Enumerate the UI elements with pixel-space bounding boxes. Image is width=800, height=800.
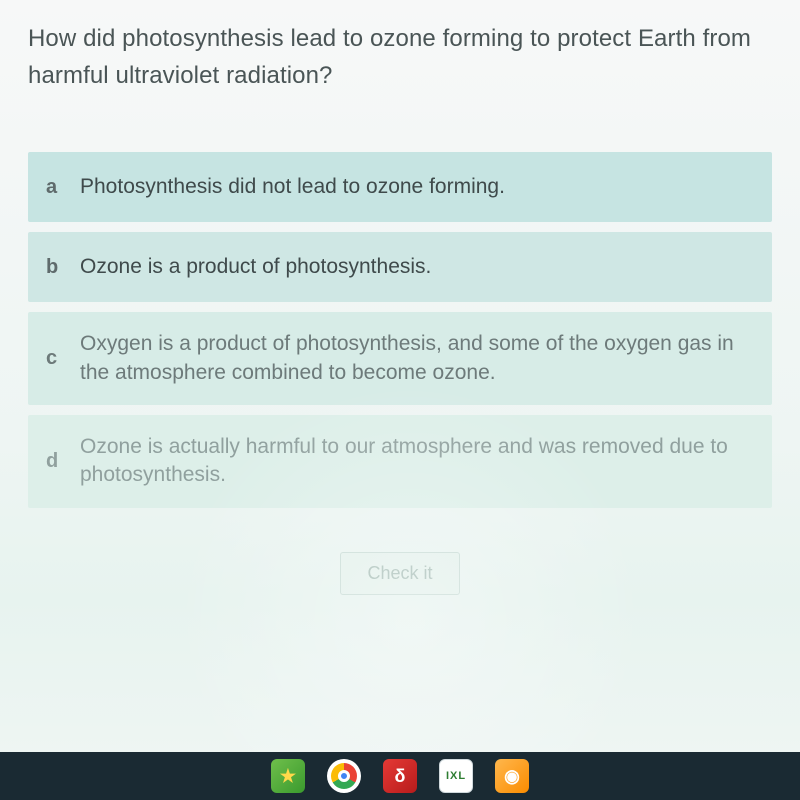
- option-letter: d: [46, 450, 80, 473]
- taskbar-deltamath-icon[interactable]: δ: [383, 759, 417, 793]
- check-button[interactable]: Check it: [340, 552, 459, 595]
- option-b[interactable]: b Ozone is a product of photosynthesis.: [28, 232, 772, 302]
- option-text: Photosynthesis did not lead to ozone for…: [80, 173, 505, 201]
- option-letter: c: [46, 347, 80, 370]
- taskbar: ★ δ IXL ◉: [0, 752, 800, 800]
- check-button-row: Check it: [28, 552, 772, 595]
- option-text: Oxygen is a product of photosynthesis, a…: [80, 330, 754, 387]
- taskbar-ixl-icon[interactable]: IXL: [439, 759, 473, 793]
- option-c[interactable]: c Oxygen is a product of photosynthesis,…: [28, 312, 772, 405]
- quiz-screen: How did photosynthesis lead to ozone for…: [0, 0, 800, 800]
- option-text: Ozone is a product of photosynthesis.: [80, 253, 431, 281]
- option-d[interactable]: d Ozone is actually harmful to our atmos…: [28, 415, 772, 508]
- option-letter: a: [46, 176, 80, 199]
- option-text: Ozone is actually harmful to our atmosph…: [80, 433, 754, 490]
- taskbar-chrome-icon[interactable]: [327, 759, 361, 793]
- taskbar-classdojo-icon[interactable]: ★: [271, 759, 305, 793]
- option-letter: b: [46, 256, 80, 279]
- taskbar-app-icon[interactable]: ◉: [495, 759, 529, 793]
- option-a[interactable]: a Photosynthesis did not lead to ozone f…: [28, 152, 772, 222]
- options-list: a Photosynthesis did not lead to ozone f…: [28, 152, 772, 507]
- question-text: How did photosynthesis lead to ozone for…: [28, 20, 772, 94]
